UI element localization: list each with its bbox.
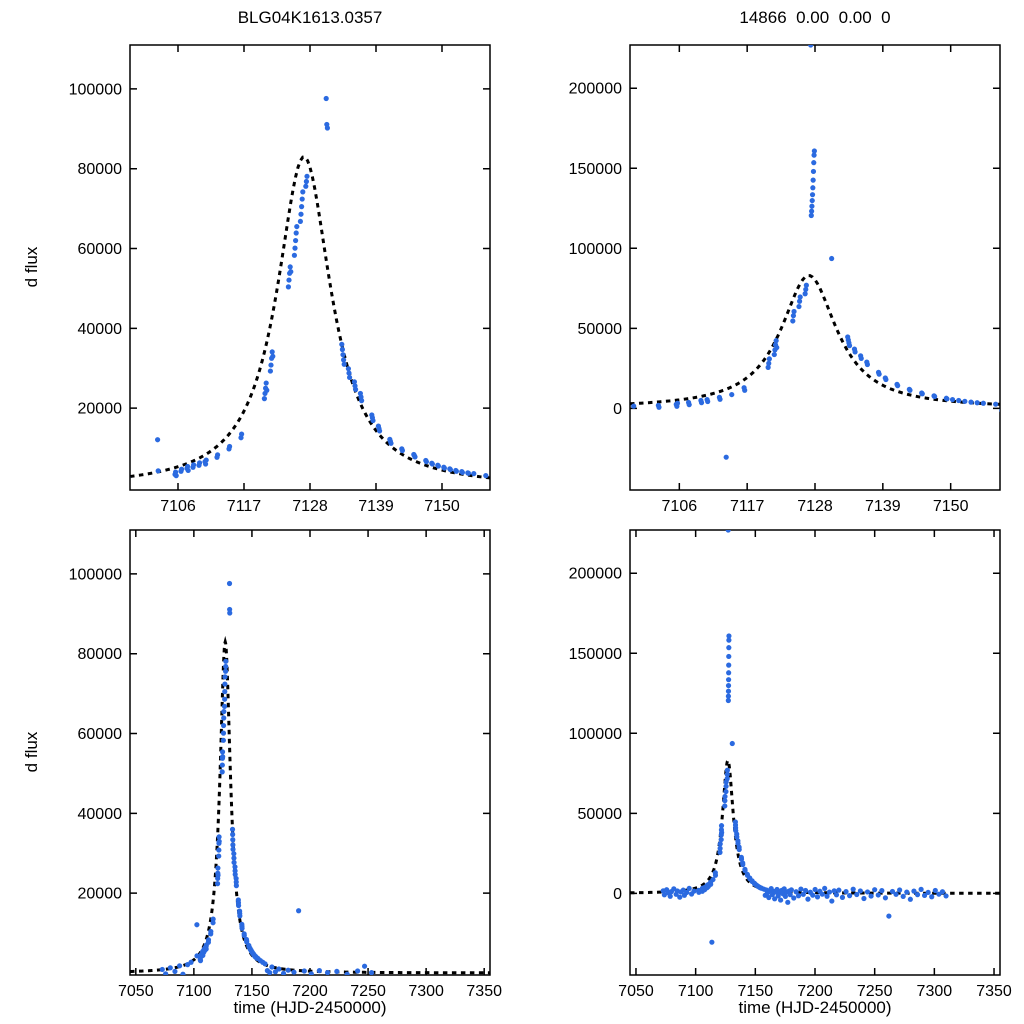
x-axis-label-right: time (HJD-2450000) (738, 998, 892, 1017)
plot-canvas-bottom-right (555, 518, 1014, 1009)
y-axis-label-top: d flux (22, 246, 41, 288)
plot-canvas-top-right (555, 33, 1014, 524)
y-axis-label-bottom: d flux (22, 731, 41, 773)
x-axis-label-left: time (HJD-2450000) (233, 998, 387, 1017)
plot-canvas-top-left (55, 33, 504, 524)
panel-title-left: BLG04K1613.0357 (237, 8, 383, 27)
plot-canvas-bottom-left (55, 518, 504, 1009)
panel-title-right: 14866 0.00 0.00 0 (739, 8, 891, 27)
